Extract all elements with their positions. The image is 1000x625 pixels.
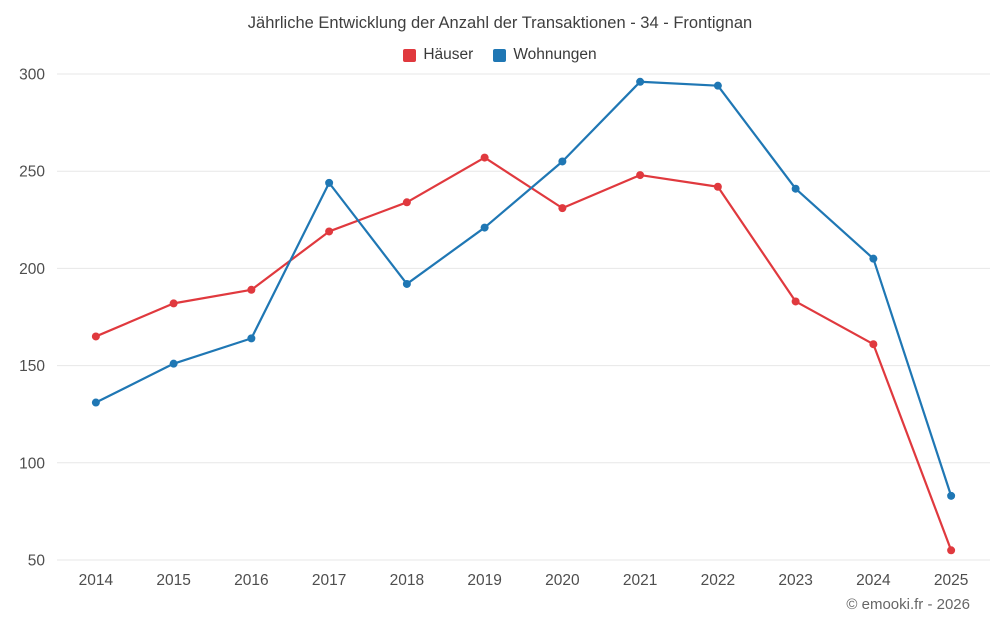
data-point	[480, 223, 489, 232]
x-axis-labels: 2014 2015 2016 2017 2018 2019 2020 2021 2022 2023…	[79, 572, 969, 589]
y-tick-label: 200	[19, 261, 45, 278]
series-wohnungen	[91, 77, 956, 500]
data-point	[636, 77, 645, 86]
data-point	[869, 340, 878, 349]
legend-swatch	[403, 48, 417, 62]
data-point	[947, 491, 956, 500]
x-tick-label: 2021	[623, 572, 657, 589]
x-tick-label: 2022	[701, 572, 735, 589]
data-point	[791, 297, 800, 306]
data-point	[91, 398, 100, 407]
data-point	[791, 184, 800, 193]
data-point	[169, 359, 178, 368]
data-point	[713, 182, 722, 191]
chart-legend: Häuser Wohnungen	[0, 46, 1000, 64]
data-point	[402, 198, 411, 207]
x-tick-label: 2019	[467, 572, 501, 589]
y-tick-label: 250	[19, 164, 45, 181]
data-point	[325, 227, 334, 236]
x-tick-label: 2016	[234, 572, 268, 589]
data-point	[325, 178, 334, 187]
data-point	[713, 81, 722, 90]
data-point	[91, 332, 100, 341]
chart-title: Jährliche Entwicklung der Anzahl der Tra…	[247, 14, 753, 32]
legend-item-1[interactable]: Wohnungen	[493, 46, 597, 64]
x-tick-label: 2018	[390, 572, 424, 589]
legend-label: Häuser	[423, 46, 474, 63]
x-tick-label: 2015	[156, 572, 190, 589]
data-point	[869, 254, 878, 263]
y-tick-label: 300	[19, 67, 45, 84]
y-tick-label: 100	[19, 455, 45, 472]
legend-item-0[interactable]: Häuser	[403, 46, 473, 64]
copyright: © emooki.fr - 2026	[846, 596, 970, 613]
data-point	[558, 157, 567, 166]
x-tick-label: 2023	[778, 572, 812, 589]
data-point	[247, 334, 256, 343]
x-tick-label: 2014	[79, 572, 114, 589]
data-point	[169, 299, 178, 308]
x-tick-label: 2024	[856, 572, 891, 589]
x-tick-label: 2025	[934, 572, 968, 589]
data-point	[558, 204, 567, 213]
y-tick-label: 150	[19, 358, 45, 375]
y-tick-label: 50	[28, 553, 46, 570]
gridlines: 50 100 150 200 250 300	[19, 67, 990, 570]
data-point	[947, 546, 956, 555]
legend-label: Wohnungen	[513, 46, 597, 63]
data-point	[247, 285, 256, 294]
legend-swatch	[493, 48, 507, 62]
x-tick-label: 2020	[545, 572, 580, 589]
x-tick-label: 2017	[312, 572, 346, 589]
data-point	[402, 279, 411, 288]
data-point	[636, 171, 645, 180]
series-häuser	[91, 153, 956, 555]
data-point	[480, 153, 489, 162]
